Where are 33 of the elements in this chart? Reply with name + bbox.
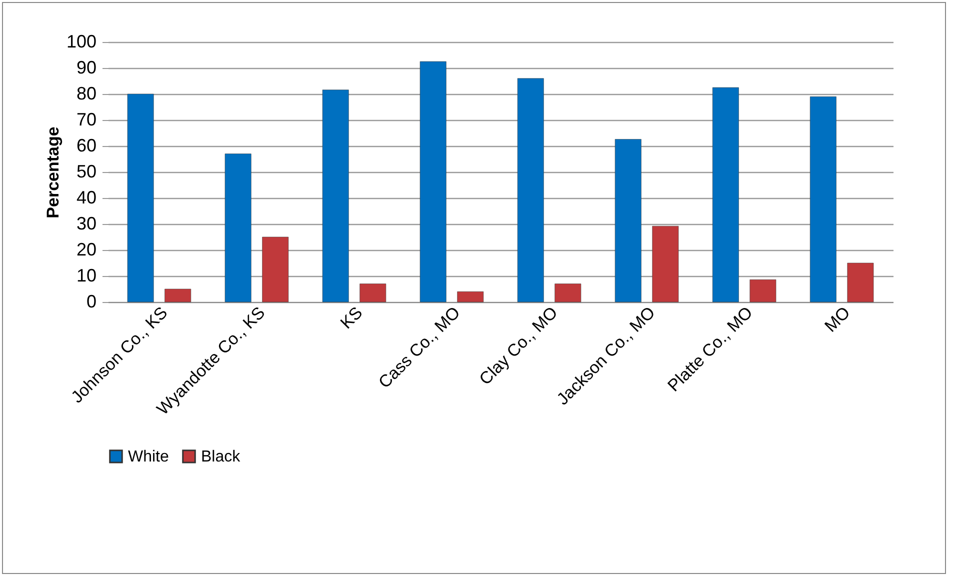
- bar: [750, 279, 776, 302]
- y-tick-label: 80: [76, 84, 96, 104]
- bar: [810, 96, 836, 302]
- y-tick-label: 50: [76, 162, 96, 182]
- y-axis-title: Percentage: [43, 126, 62, 218]
- y-tick-label: 30: [76, 214, 96, 234]
- bar: [360, 284, 386, 302]
- bar: [847, 262, 874, 302]
- x-tick-label: MO: [821, 303, 854, 336]
- y-tick-label: 20: [76, 240, 96, 260]
- x-tick-label: Clay Co., MO: [476, 303, 562, 389]
- bar: [420, 61, 446, 302]
- bar: [554, 284, 582, 302]
- bar: [652, 226, 679, 302]
- y-tick-label: 0: [86, 292, 96, 312]
- y-tick-label: 100: [66, 32, 96, 52]
- x-tick-label: KS: [336, 303, 366, 333]
- y-tick-label: 60: [76, 136, 96, 156]
- y-tick-label: 90: [76, 58, 96, 78]
- y-tick-label: 40: [76, 188, 96, 208]
- legend-label: White: [128, 448, 169, 466]
- legend-label: Black: [201, 448, 242, 466]
- y-tick-label: 10: [76, 266, 96, 286]
- bar: [262, 236, 289, 302]
- bar: [614, 138, 642, 302]
- bar: [127, 94, 154, 302]
- bar: [712, 87, 739, 302]
- y-tick-label: 70: [76, 110, 96, 130]
- bar: [164, 288, 192, 302]
- bar: [224, 154, 252, 302]
- bar: [322, 90, 349, 302]
- bar: [457, 291, 484, 302]
- bar: [517, 78, 544, 302]
